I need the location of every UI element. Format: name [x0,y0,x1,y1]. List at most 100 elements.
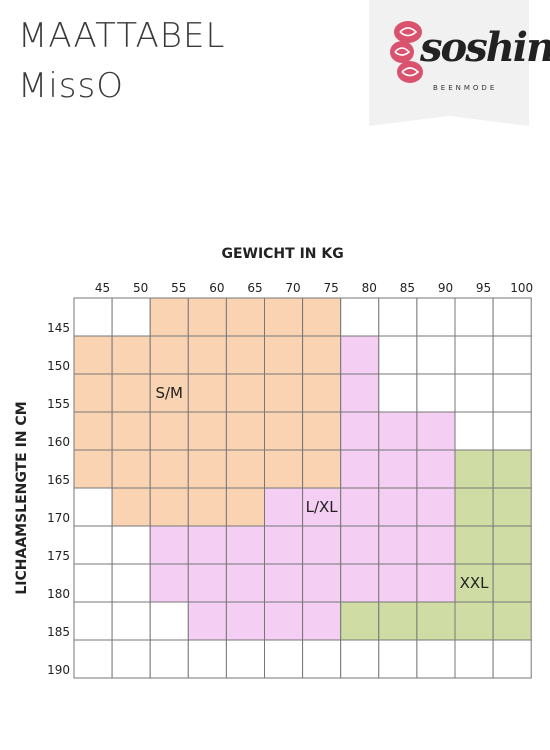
chart-cell [73,411,113,451]
chart-cell [302,449,342,489]
chart-cell [340,487,380,527]
chart-cell [378,639,418,679]
chart-cell [492,449,532,489]
chart-cell [73,297,113,337]
chart-cell [340,335,380,375]
chart-cell [225,525,265,565]
chart-cell [416,449,456,489]
chart-cell [492,487,532,527]
chart-cell [187,525,227,565]
chart-cell [340,563,380,603]
chart-cell [416,335,456,375]
x-tick-label: 70 [285,281,300,295]
chart-cell [187,411,227,451]
chart-cell [340,411,380,451]
chart-cell [187,335,227,375]
region-label: S/M [155,384,183,402]
chart-cell [340,525,380,565]
chart-cell [340,449,380,489]
chart-cell [492,297,532,337]
chart-cell [302,563,342,603]
chart-cell [149,639,189,679]
chart-cell [416,373,456,413]
chart-cell [225,373,265,413]
x-tick-label: 90 [438,281,453,295]
chart-cell [225,639,265,679]
page-subtitle: MissO [18,66,124,106]
y-tick-label: 175 [47,549,70,563]
chart-cell [340,639,380,679]
chart-cell [111,335,151,375]
chart-cell [149,563,189,603]
chart-cell [378,601,418,641]
chart-cell [111,373,151,413]
region-label: XXL [460,574,490,592]
chart-cell [454,601,494,641]
x-axis-title: GEWICHT IN KG [221,246,343,262]
chart-cell [149,449,189,489]
chart-cell [264,563,304,603]
chart-cell [73,373,113,413]
chart-cell [73,449,113,489]
chart-cell [340,601,380,641]
chart-cell [187,563,227,603]
chart-cell [302,525,342,565]
y-axis-title: LICHAAMSLENGTE IN CM [14,401,30,594]
x-tick-label: 55 [171,281,186,295]
chart-cell [454,373,494,413]
chart-cell [264,601,304,641]
chart-cell [111,411,151,451]
chart-cell [73,601,113,641]
x-tick-label: 75 [324,281,339,295]
chart-cell [73,487,113,527]
x-tick-label: 65 [247,281,262,295]
chart-cell [302,411,342,451]
chart-cell [378,373,418,413]
chart-cell [111,601,151,641]
chart-cell [225,487,265,527]
y-tick-label: 180 [47,587,70,601]
chart-cell [187,487,227,527]
chart-cell [378,411,418,451]
chart-cell [111,525,151,565]
chart-cell [225,601,265,641]
chart-cell [264,373,304,413]
chart-cell [225,297,265,337]
brand-wordmark: soshin [420,24,550,71]
chart-cell [225,449,265,489]
x-tick-label: 45 [95,281,110,295]
x-tick-label: 50 [133,281,148,295]
chart-cell [416,525,456,565]
chart-cell [454,487,494,527]
chart-cell [264,525,304,565]
x-tick-label: 95 [476,281,491,295]
chart-cell [264,335,304,375]
region-label: L/XL [306,498,339,516]
brand-tagline: BEENMODE [433,84,498,92]
chart-cell [149,411,189,451]
chart-cell [111,487,151,527]
y-tick-label: 155 [47,397,70,411]
chart-cell [416,601,456,641]
x-tick-label: 80 [362,281,377,295]
y-tick-label: 170 [47,511,70,525]
chart-cell [454,449,494,489]
chart-cell [492,373,532,413]
x-tick-label: 100 [510,281,533,295]
chart-cell [302,297,342,337]
chart-cell [302,639,342,679]
chart-cell [73,563,113,603]
chart-cell [340,297,380,337]
chart-cell [111,639,151,679]
rose-icon [390,21,423,83]
x-tick-label: 60 [209,281,224,295]
chart-cell [454,297,494,337]
chart-cell [225,411,265,451]
chart-cell [416,487,456,527]
y-tick-label: 150 [47,359,70,373]
chart-cell [111,449,151,489]
chart-cell [454,411,494,451]
chart-cell [454,639,494,679]
chart-cell [378,525,418,565]
chart-cell [378,487,418,527]
